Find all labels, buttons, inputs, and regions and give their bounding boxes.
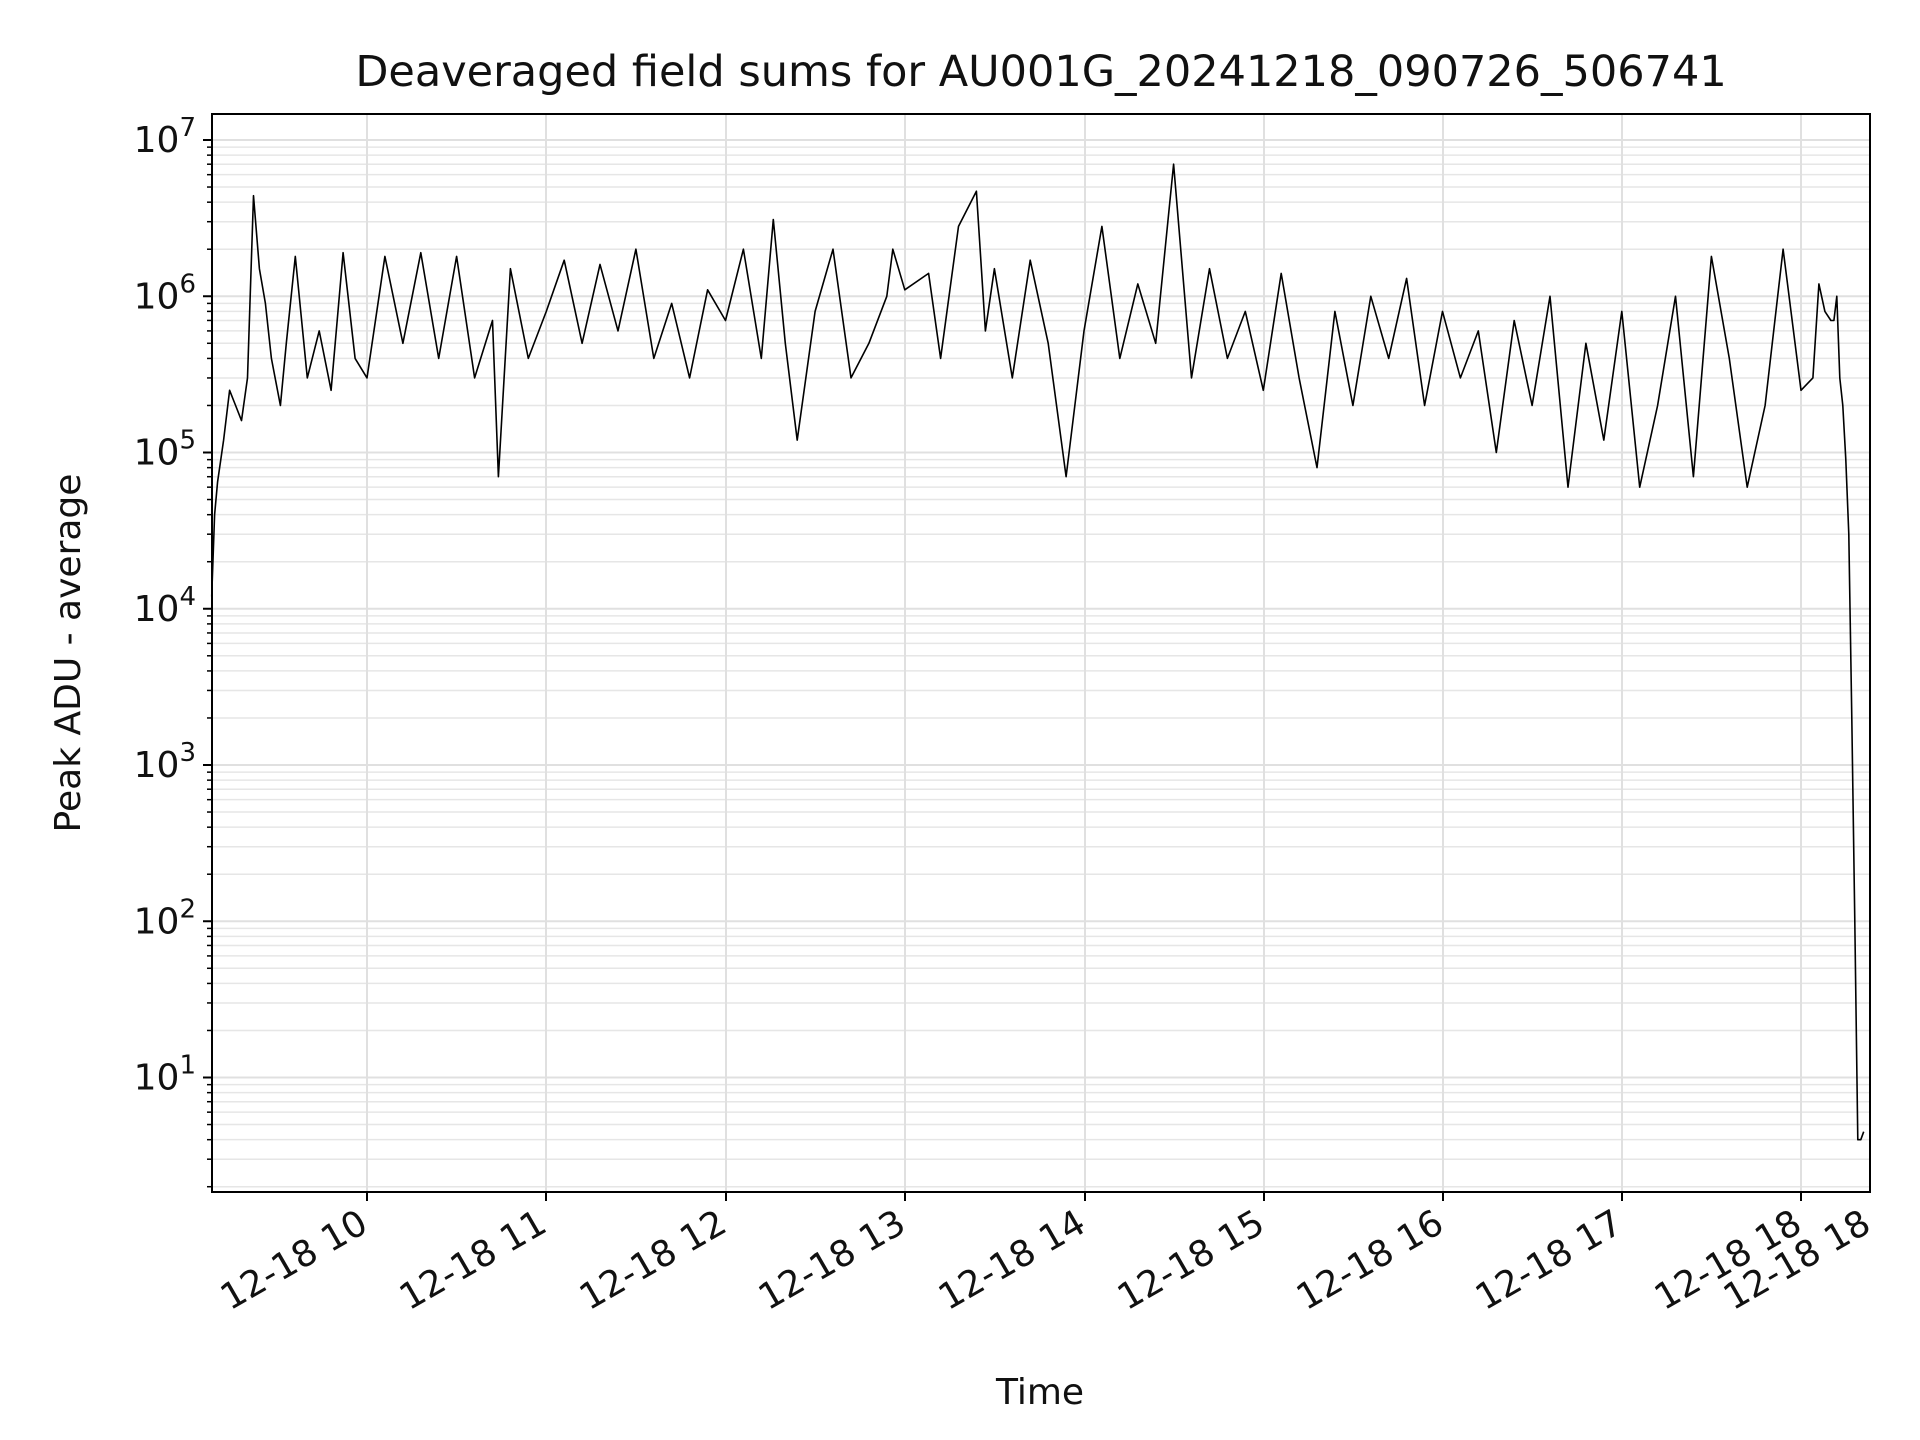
series-layer: [210, 163, 1865, 1141]
x-tick-label: 12-18 10: [214, 1202, 375, 1318]
y-tick-label: 104: [134, 582, 196, 630]
x-tick-label: 12-18 11: [393, 1202, 554, 1318]
y-tick-label: 106: [134, 269, 196, 317]
y-tick-label: 101: [134, 1051, 196, 1099]
y-tick-label: 103: [134, 738, 196, 786]
x-tick-label: 12-18 13: [752, 1202, 913, 1318]
y-tick-label: 102: [134, 894, 196, 942]
x-axis-label: Time: [995, 1372, 1084, 1413]
x-tick-label: 12-18 14: [932, 1202, 1093, 1318]
data-line: [210, 163, 1865, 1141]
x-tick-label: 12-18 17: [1469, 1202, 1630, 1318]
x-tick-label: 12-18 15: [1111, 1202, 1272, 1318]
y-axis-label: Peak ADU - average: [48, 474, 89, 833]
y-tick-label: 107: [134, 113, 196, 161]
chart-title: Deaveraged field sums for AU001G_2024121…: [355, 47, 1726, 97]
grid-layer: [212, 114, 1870, 1192]
plot-frame: [211, 113, 1871, 1193]
y-tick-label: 105: [134, 426, 196, 474]
x-tick-label: 12-18 16: [1290, 1202, 1451, 1318]
x-tick-label: 12-18 12: [573, 1202, 734, 1318]
